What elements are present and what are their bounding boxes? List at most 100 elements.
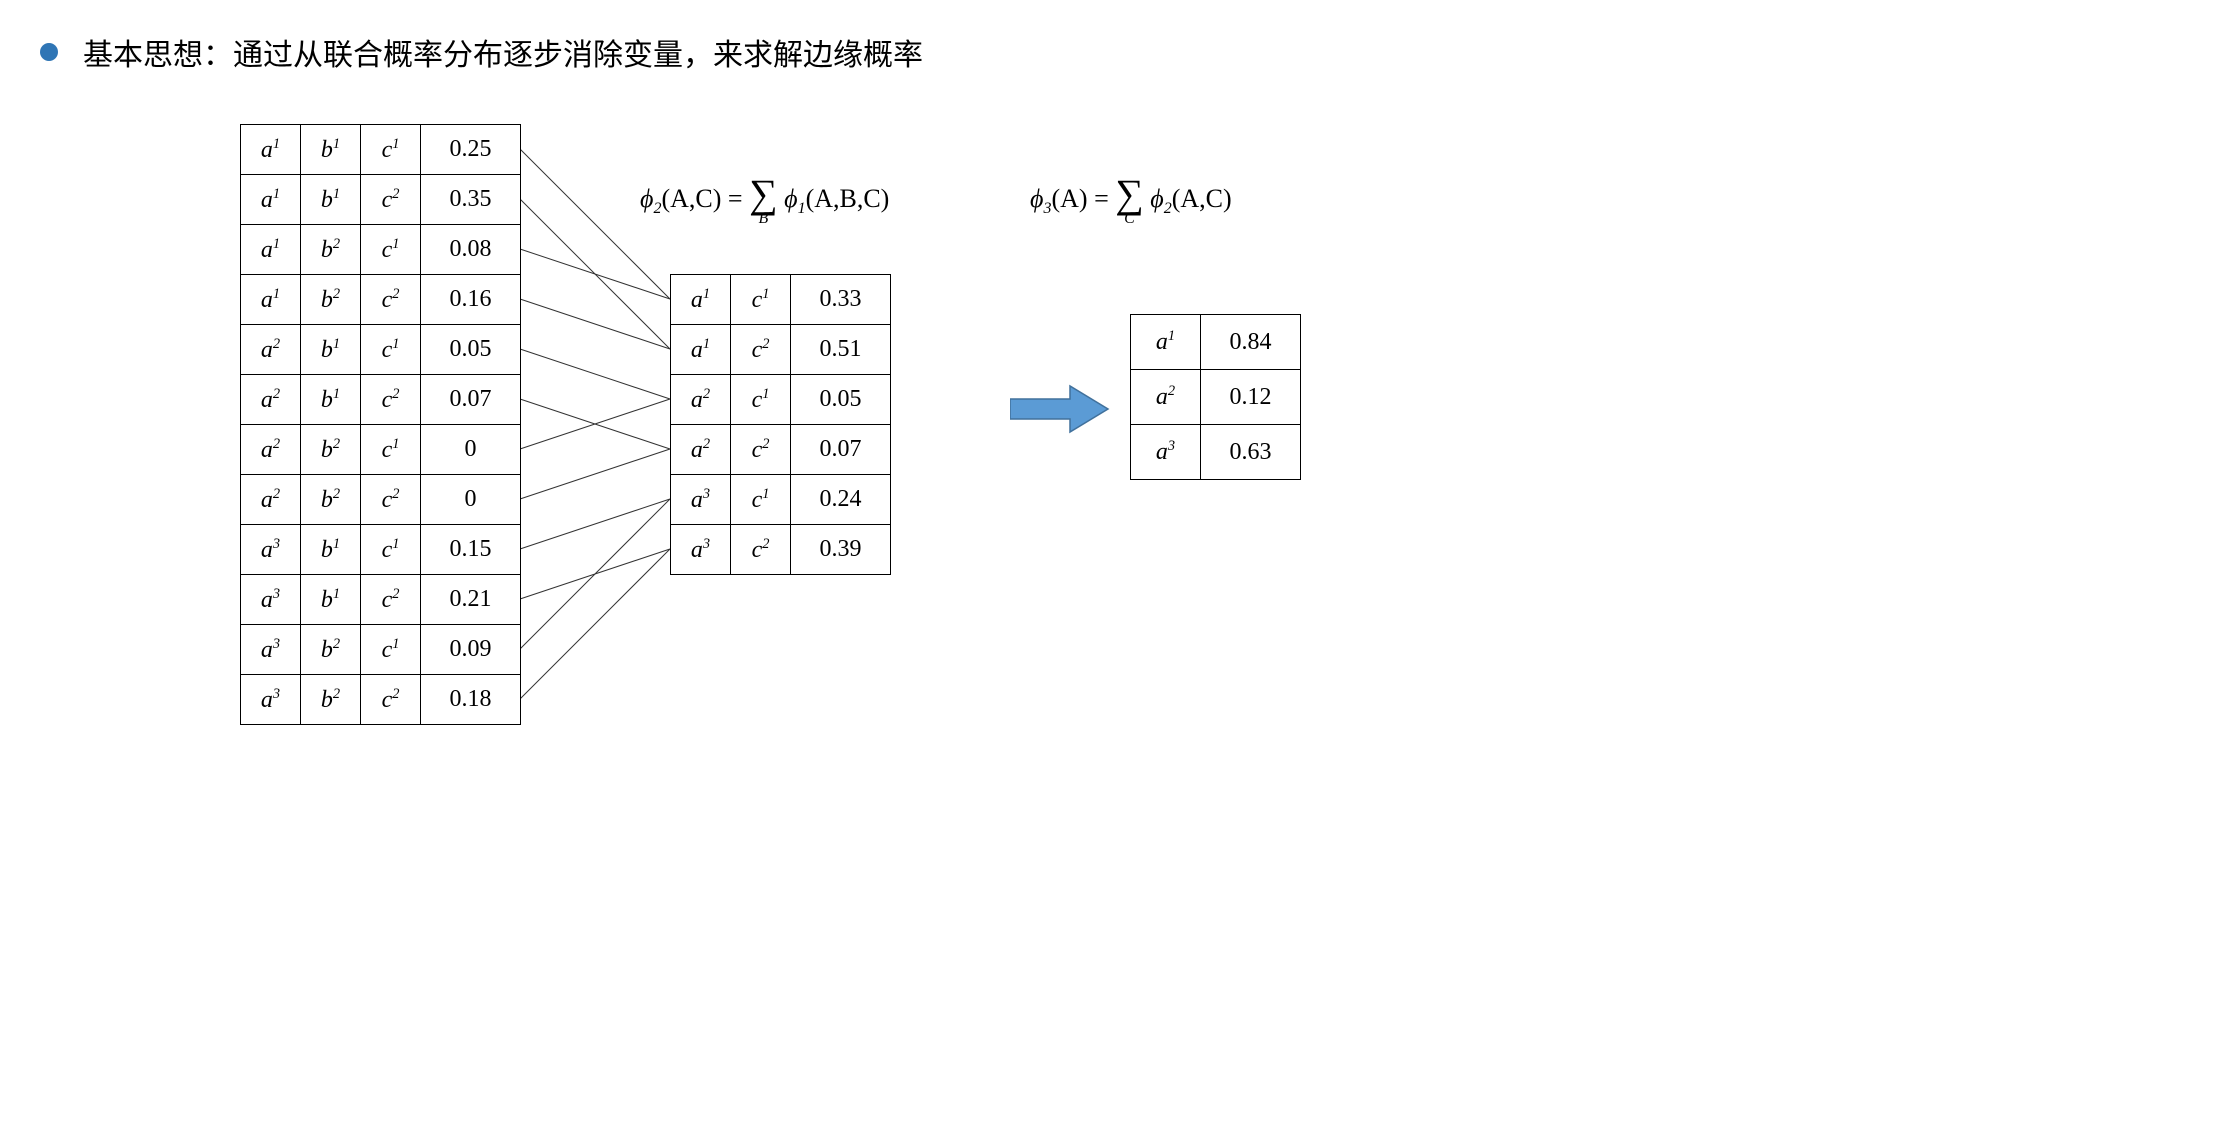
table-row: a30.63 <box>1131 425 1301 480</box>
connector-line <box>520 399 670 449</box>
cell-a: a1 <box>1131 315 1201 370</box>
cell-value: 0.84 <box>1201 315 1301 370</box>
phi-args-r: (A,C) <box>1172 184 1232 213</box>
table-row: a3b2c20.18 <box>241 675 521 725</box>
cell-c: c2 <box>361 375 421 425</box>
cell-value: 0.51 <box>791 325 891 375</box>
cell-c: c1 <box>361 425 421 475</box>
table-joint-abc: a1b1c10.25a1b1c20.35a1b2c10.08a1b2c20.16… <box>240 124 521 725</box>
cell-value: 0 <box>421 475 521 525</box>
formula-phi3: ϕ3(A) = ∑C ϕ2(A,C) <box>1030 174 1232 228</box>
cell-a: a3 <box>241 625 301 675</box>
cell-b: b1 <box>301 325 361 375</box>
cell-a: a3 <box>671 525 731 575</box>
cell-value: 0.63 <box>1201 425 1301 480</box>
connector-line <box>520 499 670 649</box>
phi-subscript-r: 2 <box>1164 200 1172 217</box>
sum-operator: ∑B <box>749 174 778 228</box>
cell-value: 0.05 <box>421 325 521 375</box>
table-row: a3c10.24 <box>671 475 891 525</box>
table-row: a1b1c20.35 <box>241 175 521 225</box>
cell-a: a2 <box>241 375 301 425</box>
connector-line <box>520 299 670 349</box>
cell-c: c2 <box>731 525 791 575</box>
phi-symbol-r: ϕ <box>784 184 797 213</box>
cell-a: a3 <box>241 675 301 725</box>
cell-value: 0.15 <box>421 525 521 575</box>
cell-a: a3 <box>241 525 301 575</box>
table-row: a1c10.33 <box>671 275 891 325</box>
cell-a: a1 <box>671 275 731 325</box>
phi-symbol: ϕ <box>640 184 653 213</box>
cell-c: c2 <box>731 425 791 475</box>
table-row: a2b2c20 <box>241 475 521 525</box>
cell-value: 0.25 <box>421 125 521 175</box>
cell-b: b2 <box>301 475 361 525</box>
phi-args: (A) <box>1051 184 1087 213</box>
cell-b: b1 <box>301 125 361 175</box>
cell-b: b2 <box>301 225 361 275</box>
table-row: a2c20.07 <box>671 425 891 475</box>
cell-c: c2 <box>361 475 421 525</box>
table-row: a1c20.51 <box>671 325 891 375</box>
cell-value: 0.21 <box>421 575 521 625</box>
cell-b: b1 <box>301 525 361 575</box>
cell-b: b1 <box>301 175 361 225</box>
cell-value: 0.33 <box>791 275 891 325</box>
heading-row: 基本思想：通过从联合概率分布逐步消除变量，来求解边缘概率 <box>40 30 2173 74</box>
phi-subscript-r: 1 <box>798 200 806 217</box>
connector-line <box>520 549 670 599</box>
cell-value: 0 <box>421 425 521 475</box>
cell-value: 0.12 <box>1201 370 1301 425</box>
phi-args-r: (A,B,C) <box>806 184 890 213</box>
equals: = <box>728 184 749 213</box>
cell-a: a1 <box>241 275 301 325</box>
table-row: a20.12 <box>1131 370 1301 425</box>
table-ac: a1c10.33a1c20.51a2c10.05a2c20.07a3c10.24… <box>670 274 891 575</box>
connector-line <box>520 349 670 399</box>
cell-value: 0.18 <box>421 675 521 725</box>
equals: = <box>1094 184 1115 213</box>
cell-c: c1 <box>361 625 421 675</box>
cell-a: a1 <box>671 325 731 375</box>
table-row: a3b1c20.21 <box>241 575 521 625</box>
table-row: a3b1c10.15 <box>241 525 521 575</box>
connector-line <box>520 549 670 699</box>
table-row: a2b1c10.05 <box>241 325 521 375</box>
heading-text: 基本思想：通过从联合概率分布逐步消除变量，来求解边缘概率 <box>83 30 923 74</box>
cell-value: 0.05 <box>791 375 891 425</box>
cell-c: c1 <box>361 125 421 175</box>
table-a: a10.84a20.12a30.63 <box>1130 314 1301 480</box>
cell-b: b2 <box>301 275 361 325</box>
cell-value: 0.08 <box>421 225 521 275</box>
connector-line <box>520 249 670 299</box>
table-row: a1b1c10.25 <box>241 125 521 175</box>
table-row: a1b2c10.08 <box>241 225 521 275</box>
diagram: a1b1c10.25a1b1c20.35a1b2c10.08a1b2c20.16… <box>210 114 2173 794</box>
phi-symbol: ϕ <box>1030 184 1043 213</box>
cell-value: 0.09 <box>421 625 521 675</box>
cell-c: c1 <box>361 325 421 375</box>
cell-b: b1 <box>301 575 361 625</box>
cell-value: 0.24 <box>791 475 891 525</box>
connector-line <box>520 449 670 499</box>
cell-a: a2 <box>671 375 731 425</box>
cell-a: a2 <box>241 325 301 375</box>
cell-c: c2 <box>361 575 421 625</box>
cell-value: 0.39 <box>791 525 891 575</box>
cell-c: c1 <box>361 225 421 275</box>
cell-c: c2 <box>361 175 421 225</box>
cell-value: 0.35 <box>421 175 521 225</box>
table-row: a10.84 <box>1131 315 1301 370</box>
sigma-icon: ∑ <box>1115 174 1144 214</box>
sum-operator: ∑C <box>1115 174 1144 228</box>
cell-b: b2 <box>301 675 361 725</box>
bullet-icon <box>40 43 58 61</box>
cell-c: c2 <box>361 275 421 325</box>
connector-line <box>520 399 670 449</box>
cell-a: a1 <box>241 125 301 175</box>
cell-c: c2 <box>361 675 421 725</box>
cell-a: a2 <box>241 425 301 475</box>
phi-args: (A,C) <box>661 184 721 213</box>
cell-a: a2 <box>1131 370 1201 425</box>
